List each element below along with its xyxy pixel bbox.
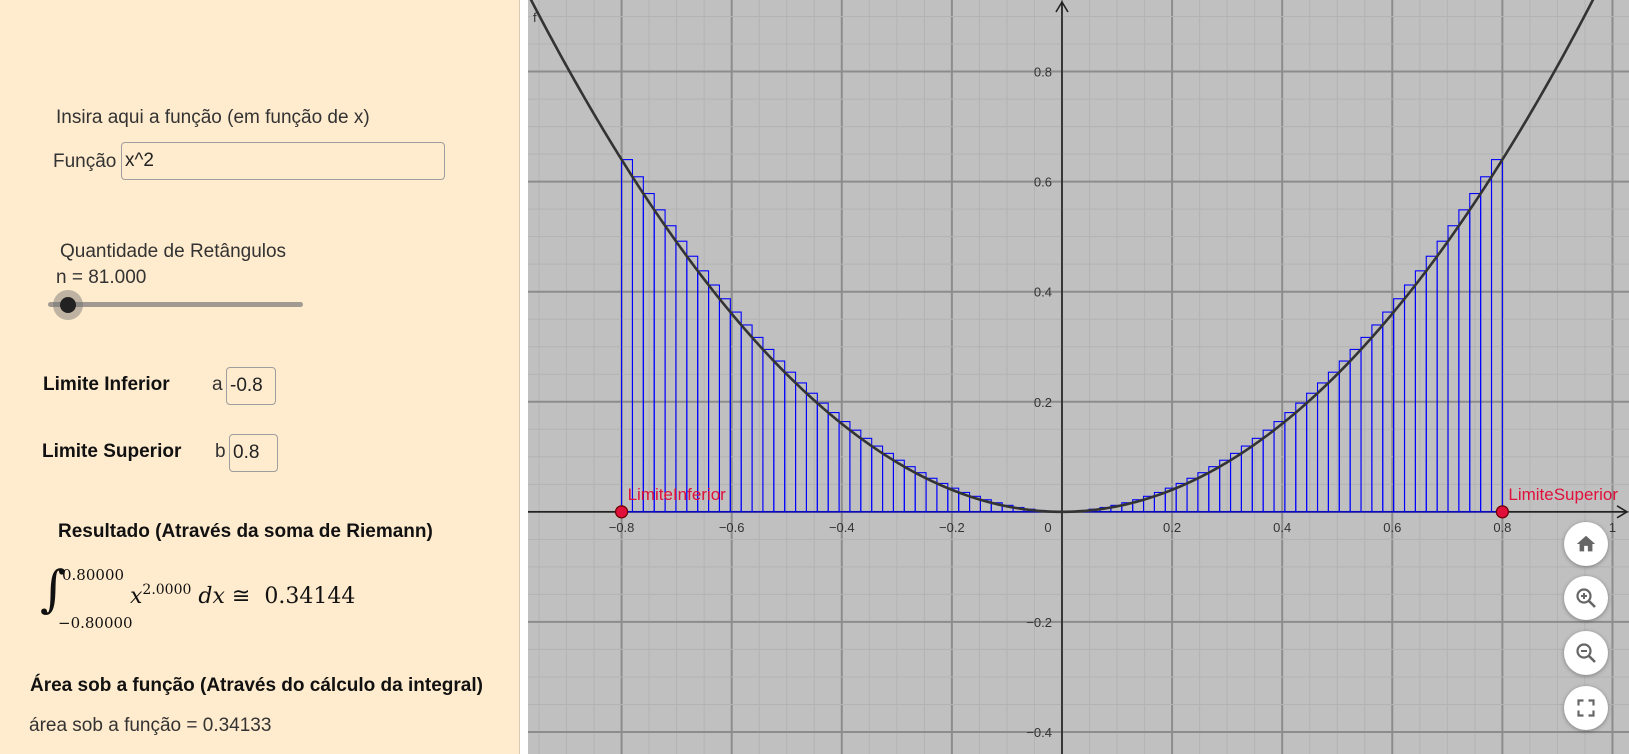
area-result: área sob a função = 0.34133: [29, 715, 272, 736]
integral-exponent: 2.0000: [142, 582, 192, 598]
integral-result: 0.34144: [264, 584, 356, 609]
x-tick-label: −0.2: [939, 520, 965, 535]
rectangles-title: Quantidade de Retângulos: [60, 241, 287, 262]
zoom-in-icon: [1576, 588, 1596, 608]
zoom-out-icon: [1576, 643, 1596, 663]
upper-limit-var: b: [215, 441, 226, 462]
riemann-integral-formula: ∫ 0.80000 −0.80000 x2.0000 dx ≅ 0.34144: [40, 560, 370, 632]
x-tick-label: 0.6: [1383, 520, 1401, 535]
home-button[interactable]: [1564, 522, 1608, 566]
graphics-view[interactable]: f −0.8 −0.6 −0.4 −0.2 0 0.2 0.4 0.6 0.8 1 0.8 0.6 0.…: [528, 0, 1629, 754]
zoom-in-button[interactable]: [1564, 576, 1608, 620]
input-panel: Insira aqui a função (em função de x) Fu…: [0, 0, 520, 754]
x-tick-label: 0.4: [1273, 520, 1291, 535]
y-axis-arrow: [1055, 0, 1069, 13]
y-tick-label: −0.2: [1026, 615, 1052, 630]
y-tick-label: 0.6: [1034, 175, 1052, 190]
upper-limit-input[interactable]: [229, 434, 278, 472]
zoom-out-button[interactable]: [1564, 631, 1608, 675]
home-icon: [1576, 535, 1596, 552]
area-title: Área sob a função (Através do cálculo da…: [30, 675, 483, 696]
upper-limit-point-label: LimiteSuperior: [1508, 485, 1618, 504]
function-label: f: [533, 10, 537, 25]
fullscreen-button[interactable]: [1564, 686, 1608, 730]
integral-body: x2.0000 dx ≅ 0.34144: [130, 582, 355, 609]
lower-limit-var: a: [212, 374, 223, 395]
lower-limit-point-label: LimiteInferior: [628, 485, 727, 504]
n-slider-handle[interactable]: [60, 297, 76, 313]
x-tick-label: 0.8: [1493, 520, 1511, 535]
integral-base: x: [130, 584, 143, 609]
function-label: Função: [53, 151, 117, 172]
y-tick-label: 0.8: [1034, 65, 1052, 80]
x-tick-label: 0: [1044, 520, 1051, 535]
n-value-label: n = 81.000: [56, 267, 147, 288]
x-axis-arrow: [1616, 505, 1629, 519]
fullscreen-icon: [1577, 699, 1595, 717]
y-tick-label: 0.2: [1034, 395, 1052, 410]
integral-approx: ≅: [231, 584, 251, 609]
lower-limit-input[interactable]: [226, 367, 276, 405]
integral-lower-bound: −0.80000: [58, 614, 133, 632]
integral-sign: ∫: [40, 560, 67, 618]
riemann-title: Resultado (Através da soma de Riemann): [58, 521, 433, 542]
x-tick-label: −0.4: [829, 520, 855, 535]
graph-canvas[interactable]: f −0.8 −0.6 −0.4 −0.2 0 0.2 0.4 0.6 0.8 1 0.8 0.6 0.…: [528, 0, 1629, 754]
x-tick-label: −0.8: [609, 520, 635, 535]
graph-background: [528, 0, 1629, 754]
x-tick-label: 1: [1609, 520, 1616, 535]
upper-limit-title: Limite Superior: [42, 441, 182, 462]
y-tick-label: 0.4: [1034, 285, 1052, 300]
function-prompt: Insira aqui a função (em função de x): [56, 107, 370, 128]
integral-upper-bound: 0.80000: [62, 566, 125, 584]
x-tick-label: −0.6: [719, 520, 745, 535]
upper-limit-point[interactable]: [1495, 505, 1509, 519]
integral-dx: dx: [198, 584, 225, 609]
y-tick-label: −0.4: [1026, 725, 1052, 740]
lower-limit-title: Limite Inferior: [43, 374, 170, 395]
lower-limit-point[interactable]: [614, 505, 629, 519]
function-curve[interactable]: [528, 0, 1629, 514]
x-tick-label: 0.2: [1163, 520, 1181, 535]
function-input[interactable]: [121, 142, 445, 180]
n-slider-track[interactable]: [48, 302, 303, 307]
